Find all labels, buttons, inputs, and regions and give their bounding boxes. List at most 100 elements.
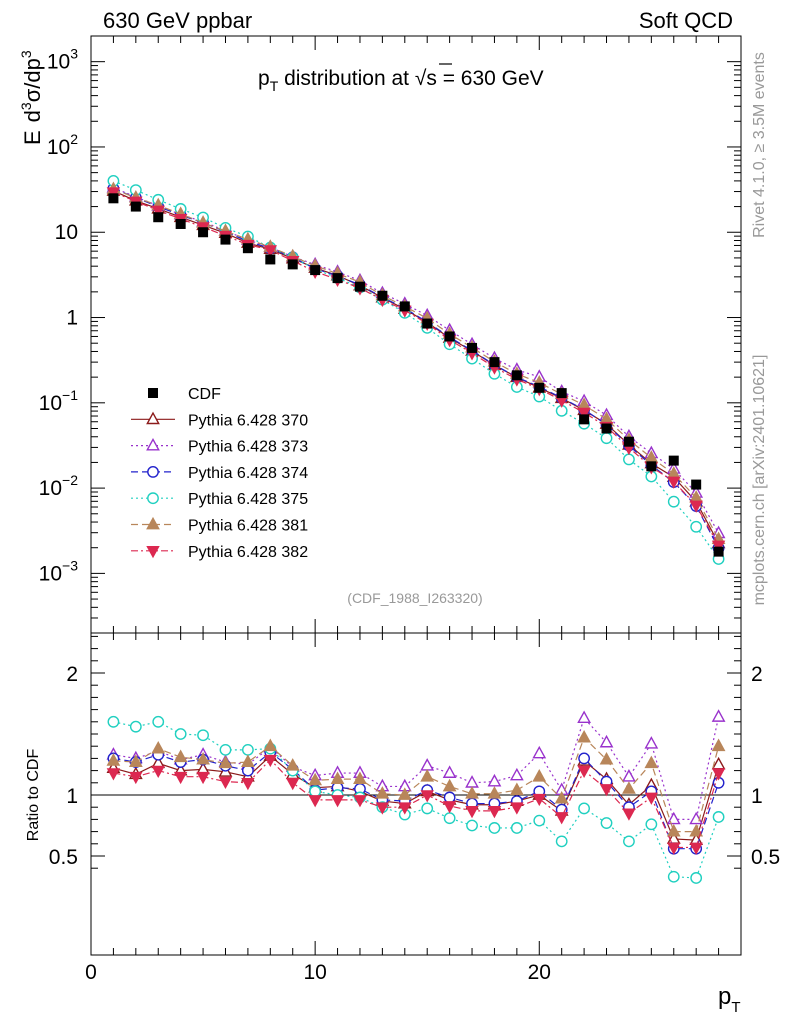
ratio-point: [106, 768, 121, 781]
ratio-series-line: [113, 758, 720, 849]
x-ticks: 0 10 20: [85, 36, 742, 984]
ratio-point: [375, 786, 390, 799]
ratio-tick-label-left: 2: [66, 663, 78, 686]
ratio-tick-label-right: 2: [751, 663, 763, 686]
mcplots-label: mcplots.cern.ch [arXiv:2401.10621]: [751, 355, 768, 606]
data-point: [220, 234, 231, 245]
ratio-point: [578, 802, 591, 815]
ratio-point: [623, 835, 635, 848]
data-point: [534, 382, 545, 393]
ratio-point: [465, 775, 479, 788]
ratio-point: [667, 870, 680, 883]
data-point: [668, 455, 679, 466]
data-point: [265, 254, 276, 265]
ratio-point: [465, 806, 479, 819]
ratio-point: [330, 795, 345, 808]
legend-label: Pythia 6.428 381: [188, 518, 308, 535]
ratio-point: [196, 751, 210, 765]
data-point: [444, 331, 455, 342]
ratio-point: [353, 771, 367, 785]
data-point: [556, 388, 567, 399]
main-series-line: [113, 188, 720, 540]
ratio-point: [689, 823, 704, 837]
main-series: [106, 174, 726, 565]
ratio-point: [218, 755, 233, 769]
ratio-point: [555, 835, 568, 848]
data-point: [601, 423, 612, 434]
ratio-point: [466, 819, 478, 832]
ratio-point: [442, 778, 457, 792]
legend-marker: [146, 516, 160, 530]
ratio-tick-label-left: 0.5: [49, 846, 78, 869]
legend-label-cdf: CDF: [188, 386, 221, 403]
ratio-point: [285, 758, 300, 771]
ratio-point: [151, 740, 166, 754]
ratio-frame: [90, 632, 742, 956]
ratio-point: [533, 814, 546, 827]
ratio-points: [107, 715, 725, 884]
ratio-point: [420, 790, 434, 803]
ratio-points: [106, 709, 726, 825]
data-point: [153, 212, 164, 223]
ratio-point: [509, 782, 524, 796]
ratio-point: [128, 754, 143, 767]
data-point: [310, 265, 321, 276]
ratio-point: [644, 736, 659, 749]
ratio-point: [443, 791, 456, 804]
ratio-point: [152, 715, 165, 728]
ratio-point: [510, 822, 523, 834]
ratio-point: [442, 801, 457, 814]
ratio-series-line: [113, 736, 720, 833]
y-tick-label: 1: [66, 307, 78, 330]
ratio-point: [622, 808, 636, 821]
data-point: [354, 281, 365, 292]
main-point: [263, 245, 278, 258]
ratio-point: [532, 745, 547, 759]
chart-title: pT distribution at √s = 630 GeV: [258, 67, 544, 94]
legend-label: Pythia 6.428 374: [188, 465, 308, 482]
main-point: [151, 205, 165, 218]
ratio-point: [330, 771, 345, 785]
ratio-tick-label-right: 1: [751, 785, 763, 808]
main-series-line: [113, 187, 720, 534]
x-axis-label: pT: [718, 983, 741, 1016]
main-series-line: [113, 191, 720, 546]
data-point: [713, 546, 724, 557]
ratio-point: [218, 776, 233, 790]
data-point: [691, 479, 702, 490]
ratio-point: [667, 842, 681, 855]
analysis-id: (CDF_1988_I263320): [347, 590, 482, 606]
data-point: [422, 318, 433, 329]
ratio-point: [577, 730, 591, 743]
x-tick-label: 0: [85, 961, 97, 984]
data-point: [467, 342, 478, 353]
ratio-point: [532, 793, 546, 807]
data-point: [175, 218, 186, 229]
ratio-point: [263, 754, 278, 768]
ratio-point: [487, 786, 502, 799]
data-point: [108, 193, 119, 204]
ratio-points: [106, 730, 726, 837]
y-tick-label: 10−3: [39, 557, 79, 585]
ratio-point: [174, 728, 187, 740]
ratio-point: [420, 758, 435, 771]
ratio-point: [600, 817, 613, 829]
ratio-point: [442, 765, 457, 778]
ratio-point: [151, 765, 165, 779]
legend-marker: [147, 465, 159, 478]
legend-label: Pythia 6.428 375: [188, 491, 308, 508]
main-point: [106, 187, 121, 200]
x-tick-label: 10: [303, 961, 326, 984]
ratio-ylabel: Ratio to CDF: [25, 749, 42, 842]
ratio-point: [443, 812, 456, 825]
legend: CDF Pythia 6.428 370 Pythia 6.428 373 Pythi…: [131, 386, 308, 561]
ratio-series-line: [113, 751, 720, 850]
ratio-point: [712, 811, 725, 823]
legend-marker: [146, 411, 160, 425]
ratio-point: [599, 734, 614, 748]
ratio-point: [309, 785, 322, 798]
ratio-point: [666, 823, 681, 837]
y-tick-label: 10−2: [39, 472, 79, 500]
main-point: [667, 476, 681, 489]
